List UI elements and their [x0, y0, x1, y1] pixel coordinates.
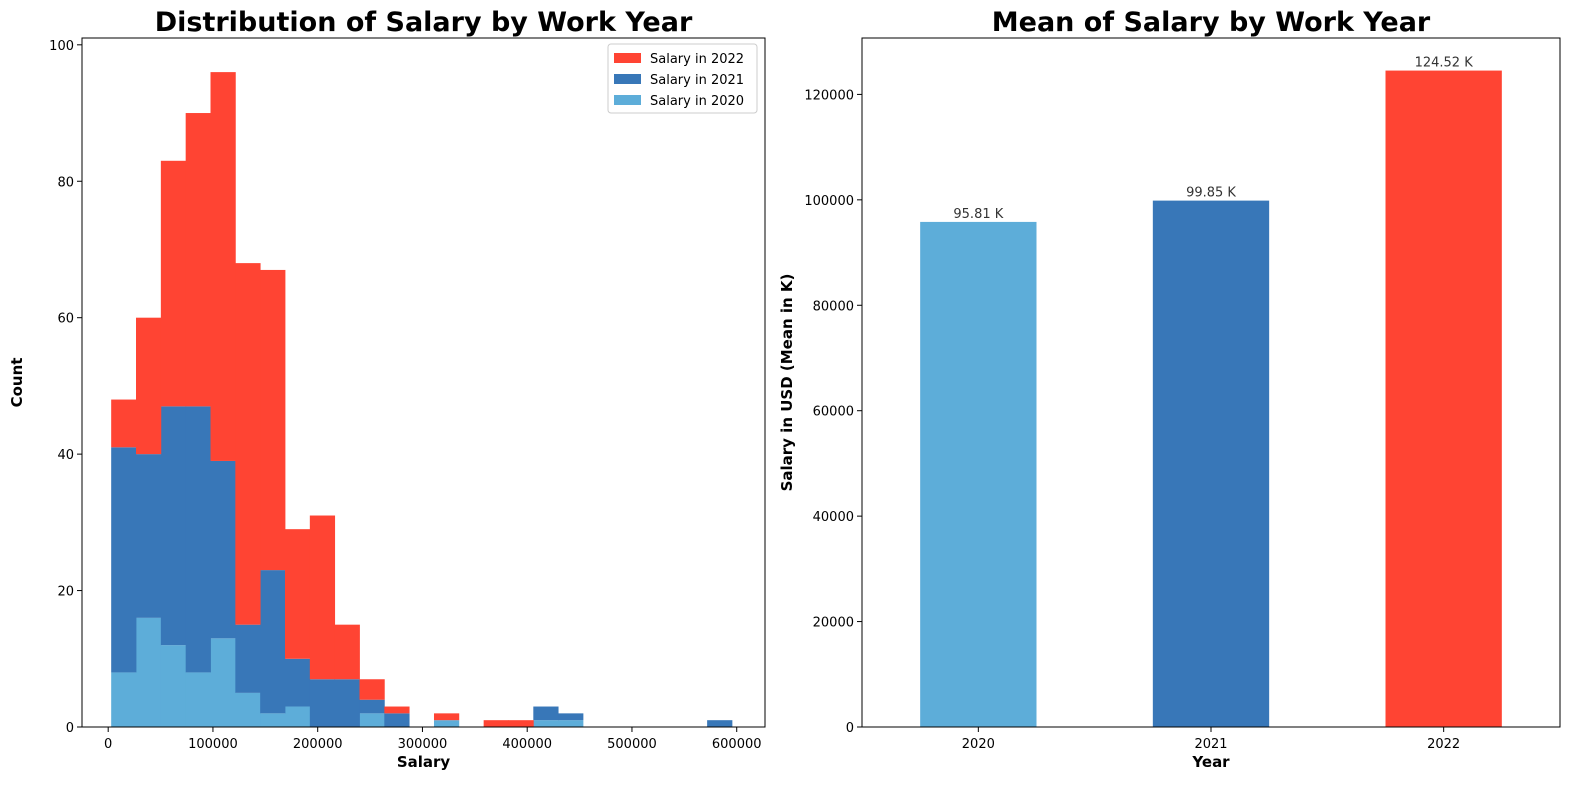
hist-bar	[384, 706, 410, 714]
y-tick-label: 40	[57, 448, 74, 463]
hist-bar	[359, 713, 385, 727]
hist-bar	[111, 447, 137, 673]
y-tick-label: 100	[49, 39, 74, 54]
legend-label: Salary in 2021	[650, 73, 744, 88]
chart-title: Distribution of Salary by Work Year	[155, 7, 693, 38]
plot-frame-right	[861, 37, 1561, 728]
y-tick-label: 60000	[813, 405, 854, 420]
hist-bar	[185, 406, 211, 673]
hist-bar	[508, 720, 534, 727]
legend-label: Salary in 2022	[650, 52, 744, 67]
y-tick-label: 80000	[813, 299, 854, 314]
hist-bar	[558, 720, 584, 727]
legend-box	[607, 43, 758, 114]
legend-label: Salary in 2020	[650, 94, 744, 109]
x-tick-label: 0	[104, 737, 112, 752]
hist-bar	[111, 399, 137, 448]
y-tick-label: 0	[66, 721, 74, 736]
legend-swatch	[614, 95, 641, 105]
x-tick-label: 600000	[712, 737, 762, 752]
y-tick-label: 20	[57, 585, 74, 600]
hist-bar	[235, 692, 261, 727]
hist-bar	[235, 263, 261, 625]
hist-bar	[260, 269, 286, 571]
y-tick-label: 80	[57, 175, 74, 190]
hist-bar	[285, 658, 311, 707]
x-axis-label: Year	[1191, 753, 1230, 771]
hist-bar	[359, 679, 385, 700]
hist-bar	[433, 720, 460, 727]
y-axis-label: Count	[8, 358, 26, 408]
hist-bar	[136, 317, 162, 455]
x-tick-label: 2022	[1427, 737, 1460, 752]
mean-bar	[920, 221, 1037, 727]
hist-bar	[111, 672, 137, 727]
hist-bar	[210, 638, 236, 727]
hist-bar	[309, 515, 336, 680]
hist-bar	[707, 720, 733, 727]
hist-bar	[136, 454, 162, 618]
hist-bar	[160, 645, 187, 727]
hist-bar	[285, 529, 311, 659]
x-tick-label: 500000	[607, 737, 657, 752]
x-tick-label: 2020	[962, 737, 995, 752]
x-tick-label: 100000	[188, 737, 238, 752]
bar-value-label: 95.81 K	[953, 207, 1003, 222]
y-tick-label: 20000	[813, 616, 854, 631]
hist-bar	[334, 679, 360, 727]
hist-bar	[309, 679, 336, 727]
plot-frame-left	[81, 37, 766, 728]
y-tick-label: 40000	[813, 510, 854, 525]
legend-swatch	[614, 74, 641, 84]
hist-bar	[160, 160, 187, 407]
x-tick-label: 200000	[293, 737, 343, 752]
hist-bar	[136, 617, 162, 727]
y-axis-label: Salary in USD (Mean in K)	[778, 274, 796, 492]
mean-bar	[1385, 70, 1502, 727]
hist-bar	[210, 460, 236, 639]
hist-bar	[285, 706, 311, 727]
chart-title: Mean of Salary by Work Year	[992, 7, 1431, 38]
hist-bar	[558, 713, 584, 721]
mean-bar	[1152, 200, 1270, 728]
hist-bar	[235, 624, 261, 693]
y-tick-label: 60	[57, 312, 74, 327]
hist-bar	[185, 672, 211, 727]
hist-bar	[359, 699, 385, 714]
hist-bar	[334, 624, 360, 680]
hist-bar	[483, 720, 509, 727]
hist-bar	[260, 570, 286, 714]
hist-bar	[210, 72, 236, 461]
hist-bar	[384, 713, 410, 727]
x-axis-label: Salary	[397, 753, 451, 771]
x-tick-label: 400000	[502, 737, 552, 752]
bar-value-label: 124.52 K	[1415, 56, 1474, 71]
hist-bar	[433, 713, 460, 721]
x-tick-label: 2021	[1194, 737, 1227, 752]
bar-value-label: 99.85 K	[1186, 186, 1236, 201]
legend-swatch	[614, 53, 641, 63]
hist-bar	[260, 713, 286, 727]
y-tick-label: 120000	[804, 88, 854, 103]
y-tick-label: 100000	[804, 194, 854, 209]
y-tick-label: 0	[846, 721, 854, 736]
hist-bar	[185, 113, 211, 407]
x-tick-label: 300000	[398, 737, 448, 752]
hist-bar	[160, 406, 187, 646]
hist-bar	[533, 720, 559, 727]
hist-bar	[533, 706, 559, 721]
